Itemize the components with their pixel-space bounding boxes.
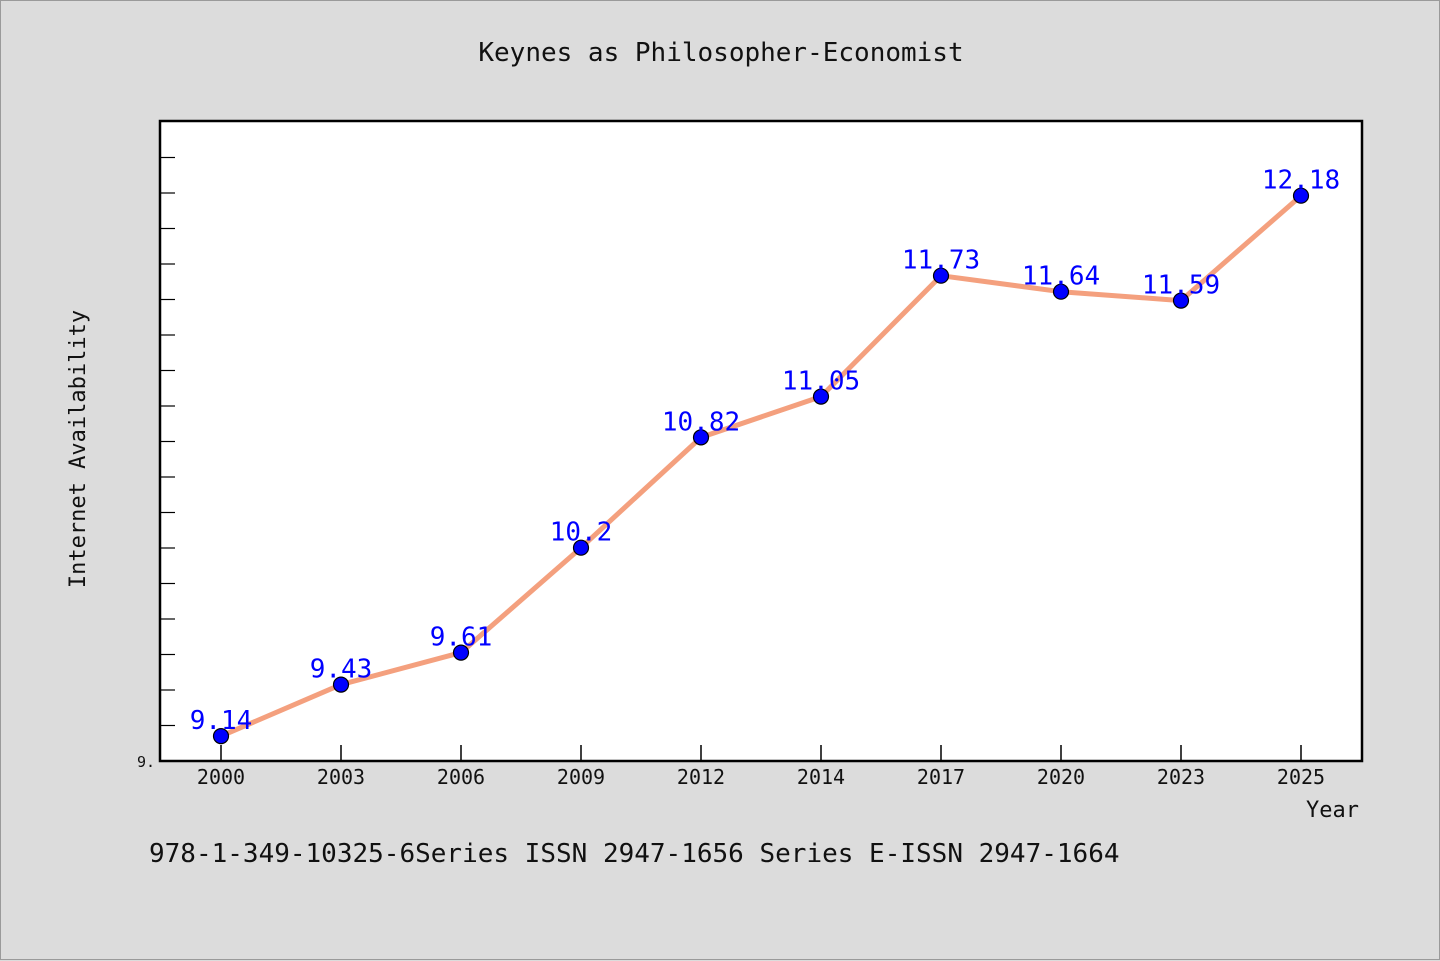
- x-axis-tick-labels: 2000 2003 2006 2009 2012 2014 2017 2020 2023 2025: [197, 765, 1325, 789]
- x-tick-label: 2003: [317, 765, 365, 789]
- data-label: 9.14: [190, 706, 253, 736]
- data-point: [812, 388, 830, 405]
- data-point: [452, 644, 470, 661]
- series-line: [218, 193, 1304, 739]
- data-label: 12.18: [1262, 166, 1340, 196]
- data-label: 11.73: [902, 246, 980, 276]
- x-tick-label: 2025: [1277, 765, 1325, 789]
- x-axis-label: Year: [1306, 798, 1359, 823]
- data-point: [212, 727, 230, 745]
- x-tick-label: 2009: [557, 765, 605, 789]
- data-point: [692, 429, 710, 446]
- x-tick-label: 2020: [1037, 765, 1085, 789]
- series-markers: [212, 187, 1310, 745]
- data-point: [332, 676, 350, 693]
- plot-area: [158, 119, 1364, 763]
- x-tick-label: 2012: [677, 765, 725, 789]
- data-point: [1052, 283, 1070, 300]
- x-tick-label: 2017: [917, 765, 965, 789]
- data-point: [572, 539, 590, 556]
- data-point: [1172, 292, 1190, 309]
- data-label: 11.05: [782, 367, 860, 397]
- data-label: 10.2: [550, 518, 613, 548]
- y-axis-label: Internet Availability: [66, 310, 91, 588]
- y-minor-ticks: [160, 156, 175, 727]
- x-tick-label: 2000: [197, 765, 245, 789]
- data-label: 10.82: [662, 407, 740, 437]
- x-tick-label: 2023: [1157, 765, 1205, 789]
- data-labels: 9.14 9.43 9.61 10.2 10.82 11.05 11.73 11.64 11.5…: [190, 166, 1340, 736]
- data-label: 11.64: [1022, 262, 1100, 292]
- data-point: [1292, 187, 1310, 204]
- y-tick-label: 9.: [137, 753, 155, 771]
- x-axis-ticks: [220, 745, 1302, 761]
- chart-title: Keynes as Philosopher-Economist: [478, 38, 963, 68]
- data-label: 9.43: [310, 655, 373, 685]
- x-tick-label: 2006: [437, 765, 485, 789]
- data-label: 11.59: [1142, 271, 1220, 301]
- data-label: 9.61: [430, 623, 493, 653]
- footer-text: 978-1-349-10325-6Series ISSN 2947-1656 S…: [149, 839, 1120, 869]
- data-point: [932, 267, 950, 284]
- x-tick-label: 2014: [797, 765, 845, 789]
